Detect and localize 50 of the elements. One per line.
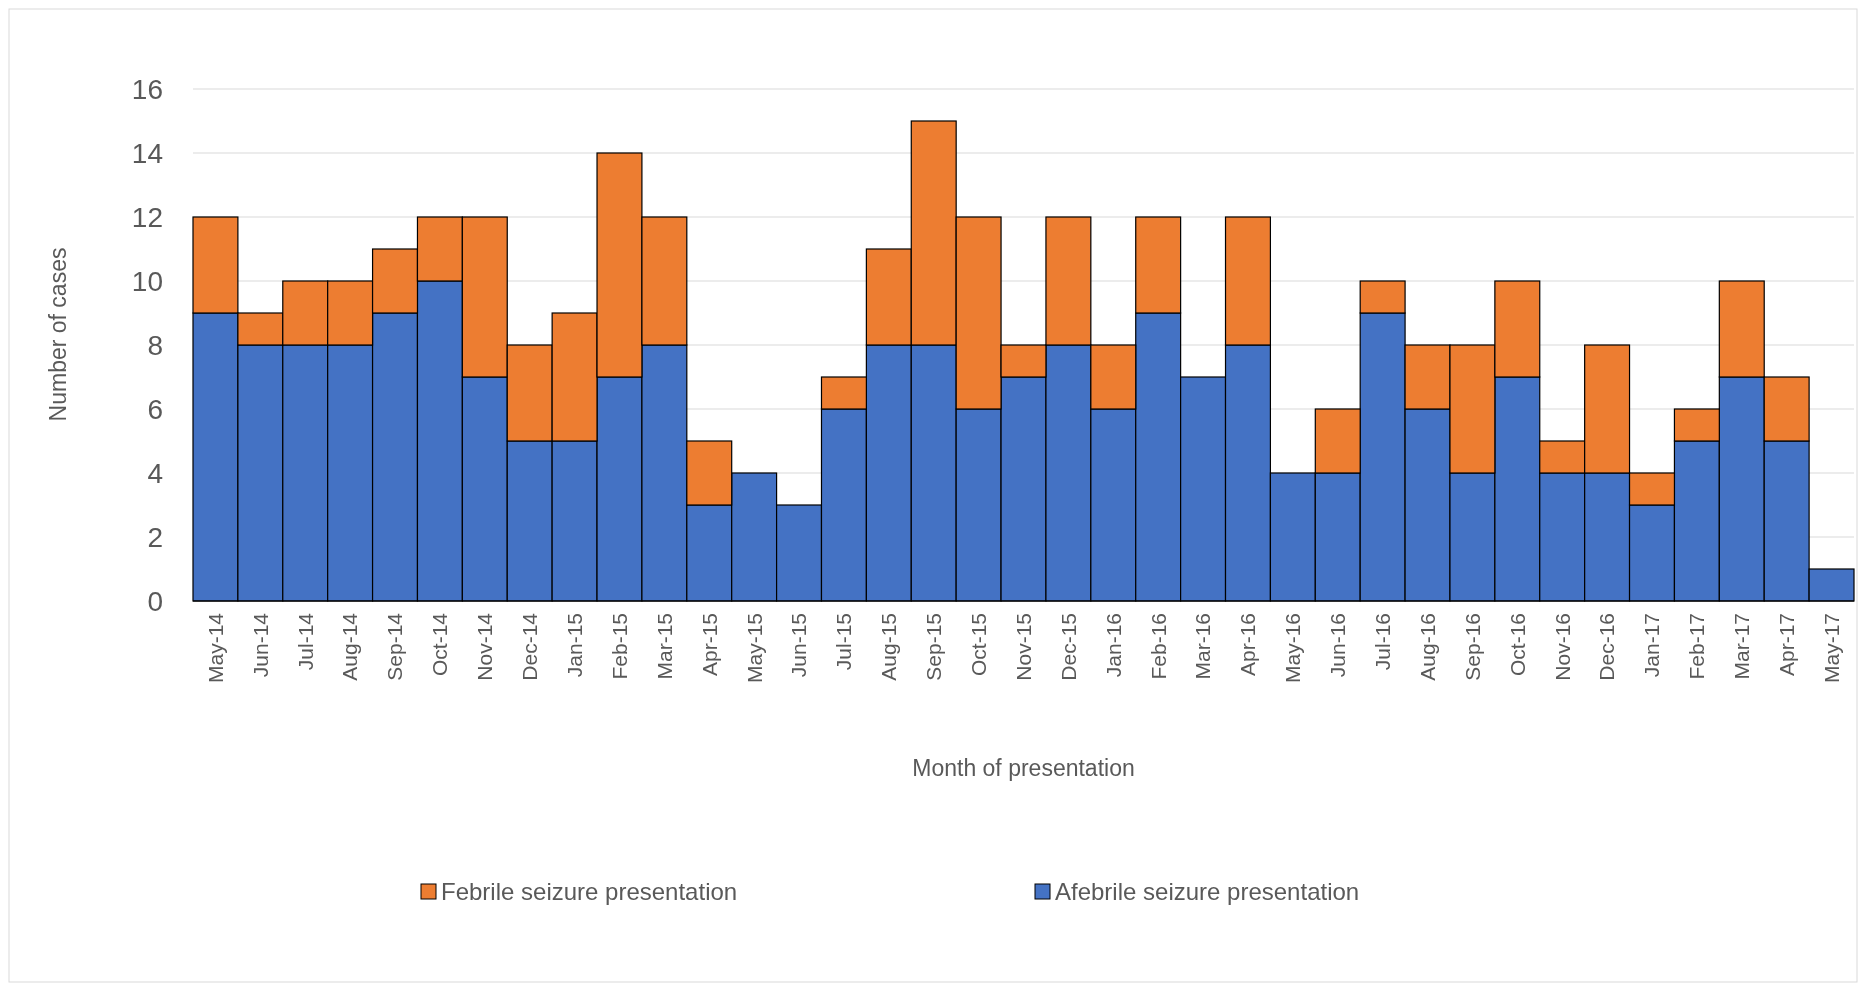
y-tick-label: 6 <box>147 393 163 425</box>
x-tick-label: May-17 <box>1819 613 1843 684</box>
x-tick-label: Feb-17 <box>1685 613 1709 680</box>
x-tick-label: Oct-14 <box>428 612 452 677</box>
x-tick-label: Nov-14 <box>473 612 497 681</box>
x-tick-label: Mar-15 <box>652 613 676 680</box>
x-tick-label: Feb-16 <box>1146 613 1170 680</box>
x-tick-label: Aug-15 <box>877 613 901 681</box>
x-tick-label: Sep-14 <box>383 612 407 681</box>
x-tick-label: Jan-16 <box>1101 613 1125 678</box>
x-tick-label: Mar-17 <box>1730 613 1754 680</box>
y-tick-label: 10 <box>131 265 163 297</box>
y-tick-label: 2 <box>147 521 163 553</box>
y-tick-label: 4 <box>147 457 163 489</box>
x-tick-label: Jun-16 <box>1326 613 1350 678</box>
x-tick-label: Apr-15 <box>697 613 721 677</box>
x-tick-label: Jan-17 <box>1640 613 1664 678</box>
x-tick-label: Nov-15 <box>1011 613 1035 681</box>
y-tick-label: 12 <box>131 201 163 233</box>
x-tick-label: Oct-16 <box>1505 613 1529 677</box>
x-tick-label: Aug-16 <box>1415 613 1439 681</box>
y-tick-label: 0 <box>147 585 163 617</box>
x-tick-label: Apr-17 <box>1775 613 1799 677</box>
x-tick-label: Aug-14 <box>338 612 362 681</box>
y-tick-label: 16 <box>131 73 163 105</box>
x-tick-label: May-15 <box>742 613 766 684</box>
y-tick-label: 14 <box>131 137 163 169</box>
x-tick-label: Dec-14 <box>518 612 542 681</box>
x-tick-label: Oct-15 <box>966 613 990 677</box>
x-tick-label: Jun-15 <box>787 613 811 678</box>
x-tick-label: Jul-16 <box>1370 613 1394 671</box>
y-tick-label: 8 <box>147 329 163 361</box>
x-tick-label: May-14 <box>203 612 227 684</box>
x-tick-label: Sep-16 <box>1460 613 1484 681</box>
x-tick-label: Jun-14 <box>248 612 272 678</box>
legend-label: Afebrile seizure presentation <box>1055 878 1360 906</box>
x-tick-label: Dec-15 <box>1056 613 1080 681</box>
x-tick-label: Apr-16 <box>1236 613 1260 677</box>
x-tick-label: Sep-15 <box>922 613 946 681</box>
x-axis-title: Month of presentation <box>912 755 1135 781</box>
x-tick-label: Mar-16 <box>1191 613 1215 680</box>
legend-label: Febrile seizure presentation <box>441 878 738 906</box>
x-tick-label: Jul-14 <box>293 612 317 671</box>
x-tick-label: Jan-15 <box>562 613 586 678</box>
x-tick-label: Jul-15 <box>832 613 856 671</box>
y-axis-title: Number of cases <box>45 247 71 422</box>
x-tick-label: Feb-15 <box>607 613 631 680</box>
x-tick-label: Nov-16 <box>1550 613 1574 681</box>
x-tick-label: Dec-16 <box>1595 613 1619 681</box>
x-tick-label: May-16 <box>1281 613 1305 684</box>
